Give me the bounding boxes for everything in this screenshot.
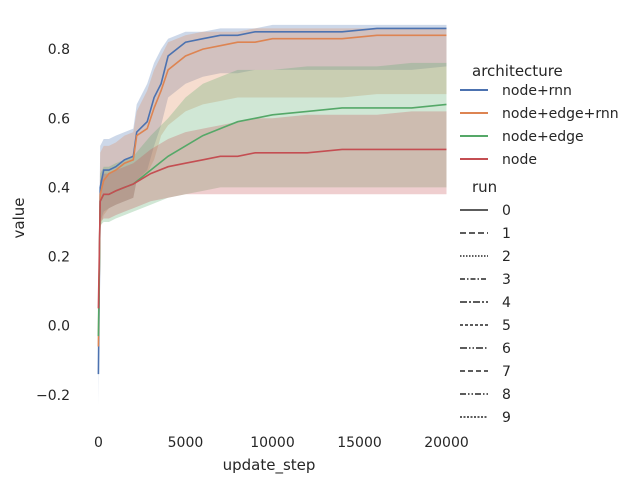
- legend-style-title: run: [472, 178, 497, 196]
- x-tick-label: 0: [94, 435, 103, 451]
- y-tick-label: 0.6: [48, 111, 70, 127]
- x-tick-labels: 0 5000 10000 15000 20000: [94, 435, 469, 451]
- x-tick-label: 20000: [424, 435, 469, 451]
- legend-label-run-2: 2: [502, 249, 511, 265]
- x-tick-label: 5000: [168, 435, 204, 451]
- legend: architecture node+rnn node+edge+rnn node+e…: [460, 62, 619, 426]
- band-node-rnn: [98, 24, 447, 406]
- legend-label-run-8: 8: [502, 387, 511, 403]
- legend-label-node: node: [502, 152, 537, 168]
- legend-label-run-7: 7: [502, 364, 511, 380]
- band-node: [98, 111, 447, 326]
- line-node-edge-rnn: [97, 34, 447, 347]
- y-tick-label: 0.2: [48, 250, 70, 266]
- y-tick-label: −0.2: [36, 388, 70, 404]
- legend-label-run-4: 4: [502, 295, 511, 311]
- y-tick-label: 0.8: [48, 42, 70, 58]
- x-tick-label: 15000: [337, 435, 382, 451]
- line-node-rnn: [97, 27, 447, 375]
- y-tick-label: 0.0: [48, 319, 70, 335]
- legend-label-node-edge: node+edge: [502, 129, 584, 145]
- x-tick-label: 10000: [250, 435, 295, 451]
- series-bands: [98, 24, 447, 406]
- legend-label-run-6: 6: [502, 341, 511, 357]
- line-node: [97, 148, 447, 309]
- legend-label-run-1: 1: [502, 226, 511, 242]
- series-lines: [97, 27, 447, 375]
- y-tick-labels: −0.2 0.0 0.2 0.4 0.6 0.8: [36, 42, 70, 404]
- legend-label-run-3: 3: [502, 272, 511, 288]
- band-node-edge: [98, 62, 447, 354]
- band-node-edge-rnn: [98, 28, 447, 368]
- legend-label-run-5: 5: [502, 318, 511, 334]
- x-axis-label: update_step: [223, 456, 316, 475]
- legend-label-node-rnn: node+rnn: [502, 83, 572, 99]
- y-axis-label: value: [10, 198, 28, 239]
- y-tick-label: 0.4: [48, 180, 70, 196]
- legend-hue-title: architecture: [472, 62, 563, 80]
- legend-label-run-9: 9: [502, 410, 511, 426]
- legend-label-node-edge-rnn: node+edge+rnn: [502, 106, 619, 122]
- legend-label-run-0: 0: [502, 203, 511, 219]
